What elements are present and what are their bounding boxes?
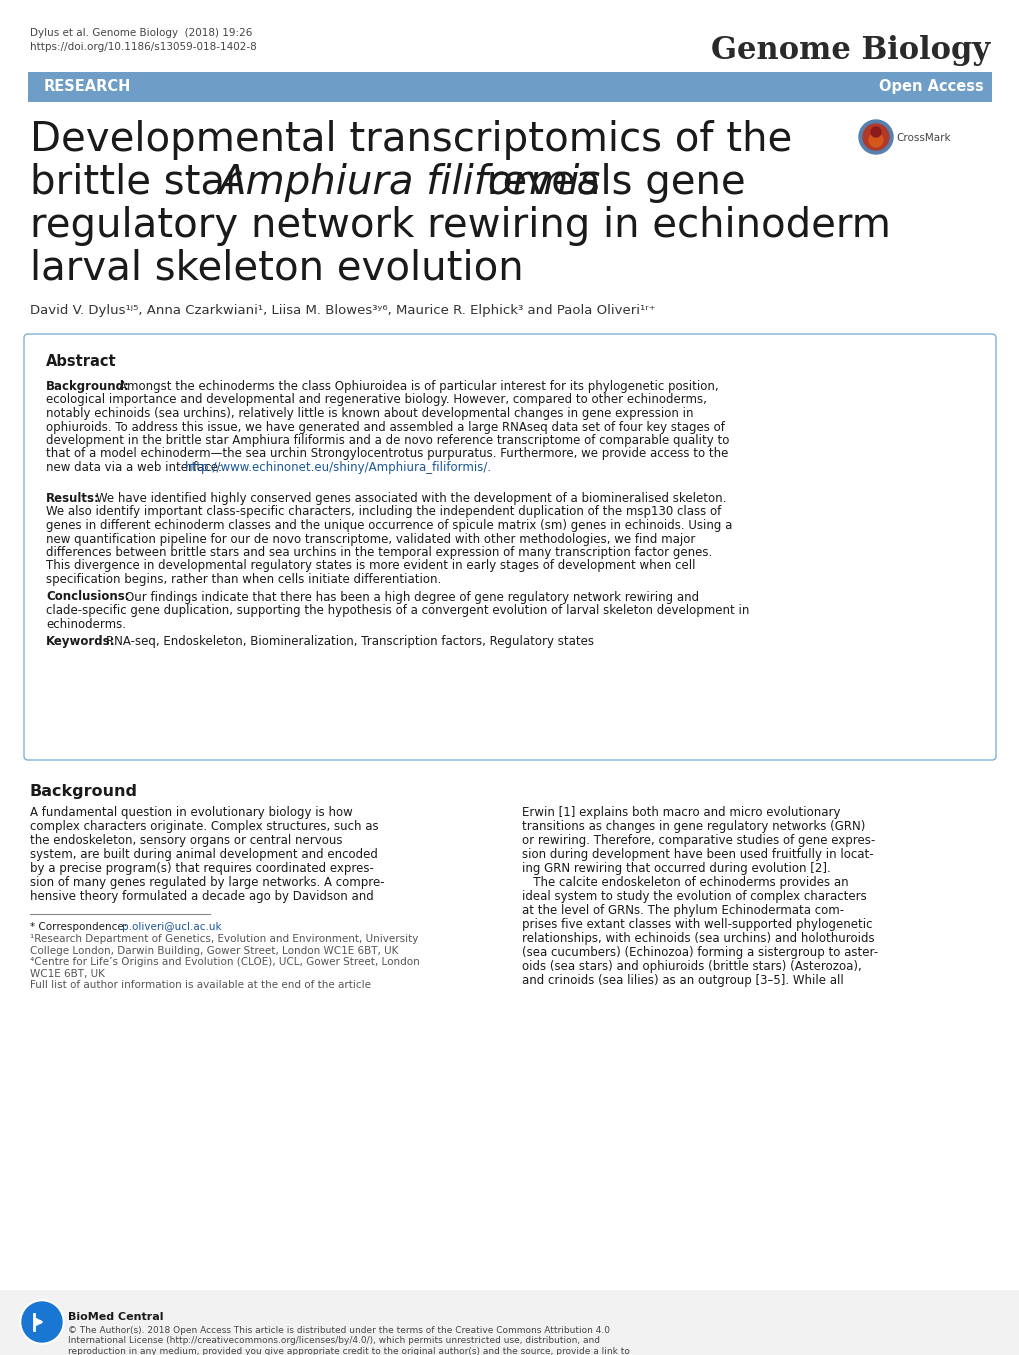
- Text: relationships, with echinoids (sea urchins) and holothuroids: relationships, with echinoids (sea urchi…: [522, 932, 873, 944]
- Text: at the level of GRNs. The phylum Echinodermata com-: at the level of GRNs. The phylum Echinod…: [522, 904, 844, 917]
- Text: system, are built during animal development and encoded: system, are built during animal developm…: [30, 848, 377, 860]
- Text: oids (sea stars) and ophiuroids (brittle stars) (Asterozoa),: oids (sea stars) and ophiuroids (brittle…: [522, 959, 861, 973]
- Text: ecological importance and developmental and regenerative biology. However, compa: ecological importance and developmental …: [46, 393, 706, 406]
- Text: We also identify important class-specific characters, including the independent : We also identify important class-specifi…: [46, 505, 720, 519]
- Circle shape: [858, 121, 892, 154]
- Bar: [28, 72, 991, 102]
- Text: Amphiura filiformis: Amphiura filiformis: [218, 163, 600, 202]
- Text: We have identified highly conserved genes associated with the development of a b: We have identified highly conserved gene…: [96, 492, 726, 505]
- Text: larval skeleton evolution: larval skeleton evolution: [30, 249, 523, 289]
- Text: brittle star: brittle star: [30, 163, 255, 203]
- Text: new quantification pipeline for our de novo transcriptome, validated with other : new quantification pipeline for our de n…: [46, 533, 695, 546]
- Text: RNA-seq, Endoskeleton, Biomineralization, Transcription factors, Regulatory stat: RNA-seq, Endoskeleton, Biomineralization…: [106, 635, 593, 648]
- Text: Developmental transcriptomics of the: Developmental transcriptomics of the: [30, 121, 792, 160]
- Text: Abstract: Abstract: [46, 354, 116, 369]
- Bar: [0, 1290, 1019, 1355]
- Text: Background: Background: [30, 785, 138, 799]
- Text: new data via a web interface:: new data via a web interface:: [46, 461, 225, 474]
- FancyBboxPatch shape: [24, 333, 995, 760]
- Circle shape: [868, 133, 882, 146]
- Text: Results:: Results:: [46, 492, 100, 505]
- Text: (sea cucumbers) (Echinozoa) forming a sistergroup to aster-: (sea cucumbers) (Echinozoa) forming a si…: [522, 946, 877, 959]
- Text: Genome Biology: Genome Biology: [710, 35, 989, 66]
- Text: transitions as changes in gene regulatory networks (GRN): transitions as changes in gene regulator…: [522, 820, 864, 833]
- Text: genes in different echinoderm classes and the unique occurrence of spicule matri: genes in different echinoderm classes an…: [46, 519, 732, 533]
- Text: Our findings indicate that there has been a high degree of gene regulatory netwo: Our findings indicate that there has bee…: [125, 591, 698, 603]
- Text: WC1E 6BT, UK: WC1E 6BT, UK: [30, 969, 105, 978]
- Text: that of a model echinoderm—the sea urchin Strongylocentrotus purpuratus. Further: that of a model echinoderm—the sea urchi…: [46, 447, 728, 461]
- Text: Conclusions:: Conclusions:: [46, 591, 129, 603]
- Circle shape: [22, 1302, 62, 1341]
- Text: Full list of author information is available at the end of the article: Full list of author information is avail…: [30, 980, 371, 991]
- Text: The calcite endoskeleton of echinoderms provides an: The calcite endoskeleton of echinoderms …: [522, 875, 848, 889]
- Text: development in the brittle star Amphiura filiformis and a de novo reference tran: development in the brittle star Amphiura…: [46, 434, 729, 447]
- Text: p.oliveri@ucl.ac.uk: p.oliveri@ucl.ac.uk: [122, 921, 221, 932]
- Text: sion during development have been used fruitfully in locat-: sion during development have been used f…: [522, 848, 872, 860]
- Text: by a precise program(s) that requires coordinated expres-: by a precise program(s) that requires co…: [30, 862, 374, 875]
- Text: specification begins, rather than when cells initiate differentiation.: specification begins, rather than when c…: [46, 573, 441, 585]
- Text: prises five extant classes with well-supported phylogenetic: prises five extant classes with well-sup…: [522, 917, 871, 931]
- Text: complex characters originate. Complex structures, such as: complex characters originate. Complex st…: [30, 820, 378, 833]
- Text: ideal system to study the evolution of complex characters: ideal system to study the evolution of c…: [522, 890, 866, 902]
- Text: clade-specific gene duplication, supporting the hypothesis of a convergent evolu: clade-specific gene duplication, support…: [46, 604, 749, 617]
- Text: Keywords:: Keywords:: [46, 635, 115, 648]
- Text: regulatory network rewiring in echinoderm: regulatory network rewiring in echinoder…: [30, 206, 890, 247]
- Text: the endoskeleton, sensory organs or central nervous: the endoskeleton, sensory organs or cent…: [30, 833, 342, 847]
- Text: CrossMark: CrossMark: [895, 133, 950, 144]
- Circle shape: [870, 127, 880, 137]
- Text: Amongst the echinoderms the class Ophiuroidea is of particular interest for its : Amongst the echinoderms the class Ophiur…: [119, 379, 718, 393]
- Text: and crinoids (sea lilies) as an outgroup [3–5]. While all: and crinoids (sea lilies) as an outgroup…: [522, 974, 843, 986]
- Text: https://doi.org/10.1186/s13059-018-1402-8: https://doi.org/10.1186/s13059-018-1402-…: [30, 42, 257, 51]
- Text: sion of many genes regulated by large networks. A compre-: sion of many genes regulated by large ne…: [30, 875, 384, 889]
- Text: or rewiring. Therefore, comparative studies of gene expres-: or rewiring. Therefore, comparative stud…: [522, 833, 874, 847]
- Text: reveals gene: reveals gene: [474, 163, 745, 203]
- Text: ing GRN rewiring that occurred during evolution [2].: ing GRN rewiring that occurred during ev…: [522, 862, 829, 875]
- Text: Erwin [1] explains both macro and micro evolutionary: Erwin [1] explains both macro and micro …: [522, 806, 840, 818]
- Text: ¹Research Department of Genetics, Evolution and Environment, University: ¹Research Department of Genetics, Evolut…: [30, 934, 418, 944]
- Text: http://www.echinonet.eu/shiny/Amphiura_filiformis/.: http://www.echinonet.eu/shiny/Amphiura_f…: [184, 461, 491, 474]
- Text: notably echinoids (sea urchins), relatively little is known about developmental : notably echinoids (sea urchins), relativ…: [46, 406, 693, 420]
- Text: ophiuroids. To address this issue, we have generated and assembled a large RNAse: ophiuroids. To address this issue, we ha…: [46, 420, 725, 434]
- Text: Open Access: Open Access: [878, 79, 983, 93]
- Text: This divergence in developmental regulatory states is more evident in early stag: This divergence in developmental regulat…: [46, 560, 695, 573]
- Text: hensive theory formulated a decade ago by Davidson and: hensive theory formulated a decade ago b…: [30, 890, 373, 902]
- Text: BioMed Central: BioMed Central: [68, 1312, 163, 1322]
- Text: RESEARCH: RESEARCH: [44, 79, 131, 93]
- Text: College London, Darwin Building, Gower Street, London WC1E 6BT, UK: College London, Darwin Building, Gower S…: [30, 946, 398, 955]
- Text: David V. Dylus¹ʲ⁵, Anna Czarkwiani¹, Liisa M. Blowes³ʸ⁶, Maurice R. Elphick³ and: David V. Dylus¹ʲ⁵, Anna Czarkwiani¹, Lii…: [30, 304, 655, 317]
- Text: * Correspondence:: * Correspondence:: [30, 921, 130, 932]
- Text: © The Author(s). 2018 Open Access This article is distributed under the terms of: © The Author(s). 2018 Open Access This a…: [68, 1327, 647, 1355]
- Text: A fundamental question in evolutionary biology is how: A fundamental question in evolutionary b…: [30, 806, 353, 818]
- Text: Dylus et al. Genome Biology  (2018) 19:26: Dylus et al. Genome Biology (2018) 19:26: [30, 28, 252, 38]
- Text: ⁴Centre for Life’s Origins and Evolution (CLOE), UCL, Gower Street, London: ⁴Centre for Life’s Origins and Evolution…: [30, 957, 420, 967]
- Circle shape: [862, 125, 889, 150]
- Text: echinoderms.: echinoderms.: [46, 618, 126, 630]
- Circle shape: [20, 1299, 64, 1344]
- Text: Background:: Background:: [46, 379, 129, 393]
- Text: differences between brittle stars and sea urchins in the temporal expression of : differences between brittle stars and se…: [46, 546, 711, 560]
